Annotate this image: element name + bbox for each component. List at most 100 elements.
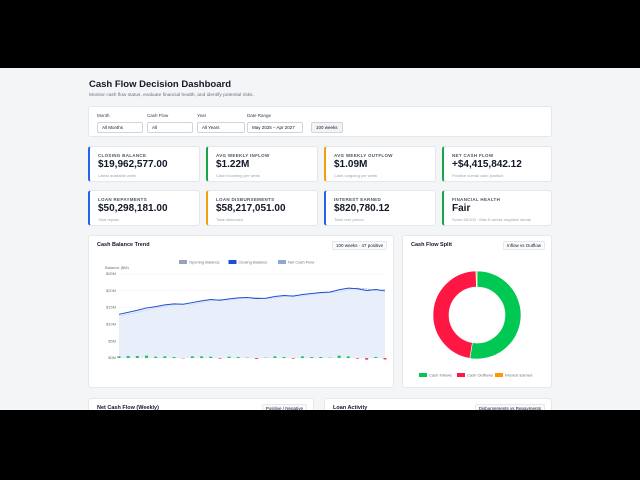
net-flow-bar [291, 358, 295, 359]
kpi-card: CLOSING BALANCE $19,962,577.00 Latest avai… [88, 146, 200, 182]
net-flow-bar [209, 356, 213, 358]
y-tick-label: $25M [106, 271, 116, 276]
kpi-note: Score 60/100 · Max 6 weeks negative stre… [452, 217, 531, 222]
kpi-value: Fair [452, 203, 471, 214]
dashboard: Cash Flow Decision Dashboard Monitor cas… [0, 68, 640, 410]
chart-card: Net Cash Flow (Weekly) Positive / Negativ… [88, 398, 314, 410]
kpi-note: Cash incoming per week [216, 173, 260, 178]
subtitle: Monitor cash flow status, evaluate finan… [89, 93, 254, 98]
kpi-note: Positive overall cash position [452, 173, 504, 178]
filter-bar: Month All Months Cash Flow All Year All Years… [88, 106, 552, 137]
net-flow-bar [218, 358, 222, 359]
y-tick-label: $10M [106, 321, 116, 326]
split-chart: Cash Inflows Cash Outflows Interest Earned [419, 270, 532, 378]
filter-select[interactable]: All Years [197, 122, 245, 133]
legend-label: Interest Earned [505, 373, 532, 378]
balance-area [119, 288, 385, 358]
kpi-label: CLOSING BALANCE [98, 153, 147, 158]
kpi-label: LOAN REPAYMENTS [98, 197, 148, 202]
kpi-value: $58,217,051.00 [216, 203, 286, 214]
legend-swatch [419, 373, 427, 377]
filter-select[interactable]: All Months [97, 122, 143, 133]
legend-label: Cash Outflows [467, 373, 493, 378]
net-flow-bar [300, 356, 304, 358]
kpi-note: Cash outgoing per week [334, 173, 378, 178]
kpi-value: $50,298,181.00 [98, 203, 168, 214]
legend-swatch [278, 260, 286, 264]
net-flow-bar [310, 356, 314, 358]
card-title: Cash Balance Trend [97, 242, 150, 248]
kpi-value: $820,780.12 [334, 203, 390, 214]
net-flow-bar [145, 355, 149, 358]
card-title: Cash Flow Split [411, 242, 452, 248]
y-tick-label: $20M [106, 288, 116, 293]
kpi-card: LOAN REPAYMENTS $50,298,181.00 Total repai… [88, 190, 200, 226]
title: Cash Flow Decision Dashboard [89, 79, 231, 90]
filter-select[interactable]: All [147, 122, 193, 133]
legend-swatch [228, 260, 237, 264]
filter-label: Date Range [247, 113, 272, 118]
filter-label: Month [97, 113, 110, 118]
kpi-card: FINANCIAL HEALTH Fair Score 60/100 · Max 6… [442, 190, 552, 226]
kpi-label: INTEREST EARNED [334, 197, 382, 202]
filter-label: Year [197, 113, 207, 118]
net-flow-bar [337, 355, 341, 358]
net-flow-bar [273, 356, 277, 358]
split-card: Cash Flow Split Inflow vs Outflow Cash I… [402, 235, 552, 388]
kpi-label: FINANCIAL HEALTH [452, 197, 501, 202]
kpi-value: +$4,415,842.12 [452, 159, 522, 170]
net-flow-bar [374, 356, 378, 358]
kpi-value: $1.22M [216, 159, 250, 170]
kpi-note: Total over period [334, 217, 364, 222]
kpi-value: $19,962,577.00 [98, 159, 168, 170]
net-flow-bar [135, 355, 139, 358]
net-flow-bar [319, 356, 323, 358]
trend-card: Cash Balance Trend 100 weeks · 47 positi… [88, 235, 394, 388]
kpi-card: LOAN DISBURSEMENTS $58,217,051.00 Total di… [206, 190, 318, 226]
y-tick-label: $15M [106, 305, 116, 310]
legend-label: Cash Inflows [429, 373, 452, 378]
kpi-note: Latest available week [98, 173, 137, 178]
net-flow-bar [346, 356, 350, 358]
kpi-label: AVG WEEKLY INFLOW [216, 153, 270, 158]
trend-chart: Balance ($M) $0M $5M $10M $15M $20M $25M Openin… [105, 260, 387, 360]
net-flow-bar [117, 356, 121, 358]
filter-badge: 100 weeks [311, 122, 343, 133]
filter-label: Cash Flow [147, 113, 169, 118]
net-flow-bar [355, 358, 359, 359]
net-flow-bar [200, 356, 204, 358]
net-flow-bar [172, 356, 176, 358]
legend-label: Net Cash Flow [288, 260, 314, 265]
net-flow-bar [365, 358, 369, 360]
legend-swatch [495, 373, 503, 377]
net-flow-bar [154, 356, 158, 358]
net-flow-bar [190, 356, 194, 358]
badge: Inflow vs Outflow [502, 241, 545, 250]
y-axis-label: Balance ($M) [105, 265, 129, 270]
kpi-note: Total repaid [98, 217, 119, 222]
kpi-note: Total disbursed [216, 217, 243, 222]
net-flow-bar [282, 356, 286, 358]
kpi-card: AVG WEEKLY INFLOW $1.22M Cash incoming per… [206, 146, 318, 182]
legend-swatch [457, 373, 465, 377]
net-flow-bar [227, 356, 231, 358]
net-flow-bar [163, 356, 167, 358]
chart-card: Loan Activity Disbursements vs Repayments [324, 398, 552, 410]
badge: Positive / Negative [261, 404, 307, 410]
donut-slice [469, 270, 522, 360]
kpi-label: AVG WEEKLY OUTFLOW [334, 153, 393, 158]
kpi-card: AVG WEEKLY OUTFLOW $1.09M Cash outgoing pe… [324, 146, 436, 182]
donut-slice [475, 270, 478, 288]
badge: Disbursements vs Repayments [474, 404, 545, 410]
balance-line [118, 287, 386, 315]
legend-swatch [179, 260, 187, 264]
net-flow-bar [126, 355, 130, 358]
filter-select[interactable]: May 2025 – Apr 2027 [247, 122, 303, 133]
kpi-value: $1.09M [334, 159, 368, 170]
card-title: Loan Activity [333, 405, 368, 410]
net-flow-bar [255, 358, 259, 360]
net-flow-bar [383, 358, 387, 360]
badge: 100 weeks · 47 positive [331, 241, 387, 250]
net-flow-bar [236, 356, 240, 358]
legend-label: Closing Balance [239, 260, 269, 265]
